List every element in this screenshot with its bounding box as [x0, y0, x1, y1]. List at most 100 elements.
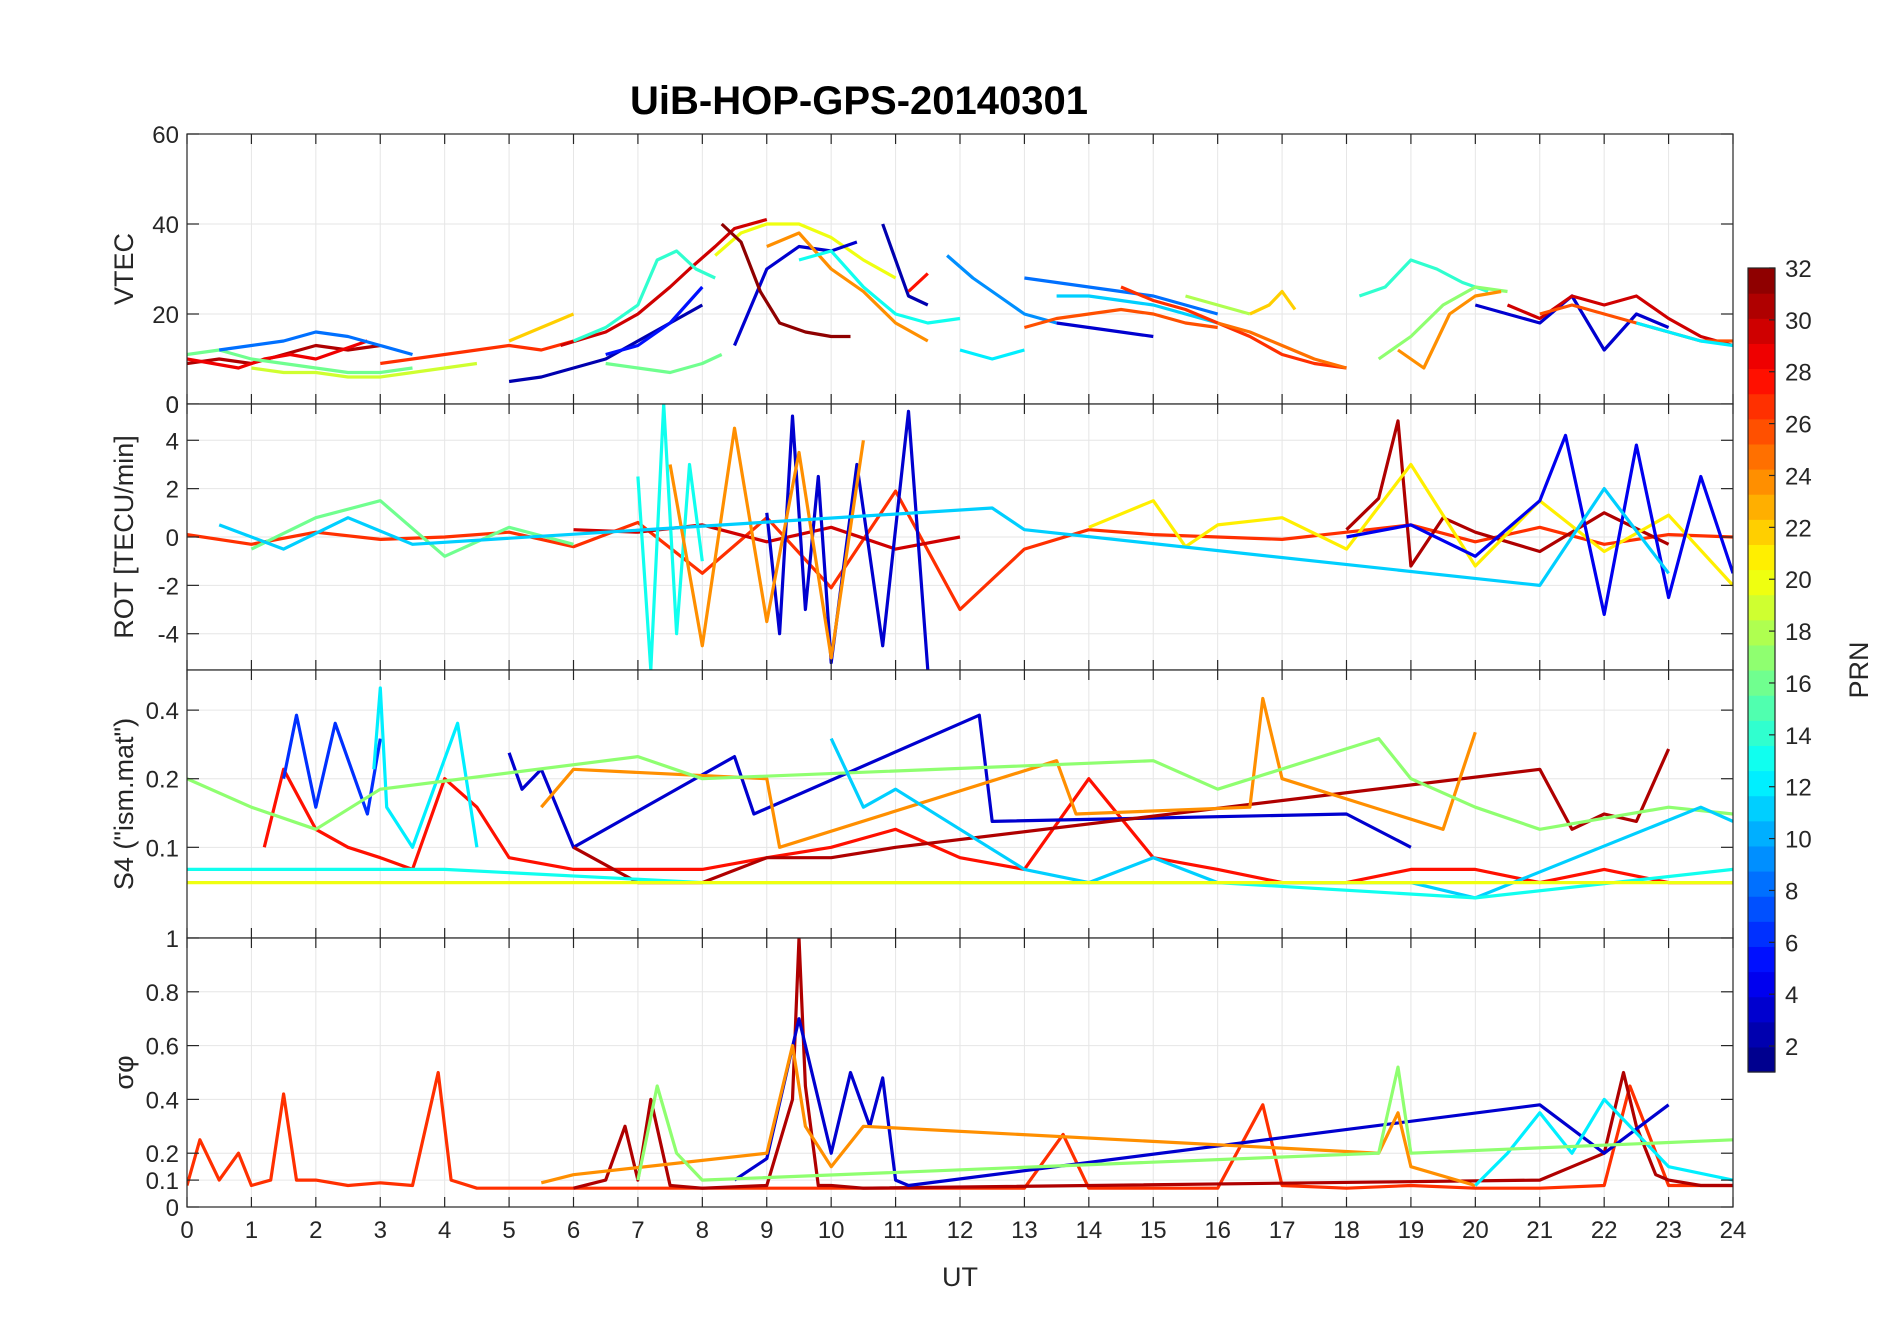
y-tick-label: 4	[166, 428, 179, 455]
chart-title: UiB-HOP-GPS-20140301	[630, 79, 1088, 123]
colorbar-segment	[1748, 443, 1775, 470]
series-line-prn-16	[605, 353, 723, 375]
series-group	[187, 404, 1733, 670]
colorbar-segment	[1748, 494, 1775, 520]
series-line-prn-28	[907, 272, 929, 293]
series-line-prn-4	[1346, 433, 1733, 616]
colorbar-segment	[1748, 695, 1775, 721]
colorbar-segment	[1748, 745, 1775, 772]
y-axis-label-sigma_phi: σφ	[109, 1055, 139, 1089]
series-group	[187, 686, 1733, 900]
colorbar-tick-label: 12	[1785, 775, 1812, 802]
colorbar-tick-label: 20	[1785, 567, 1812, 594]
series-line-prn-21	[1088, 462, 1733, 587]
y-tick-label: 0	[166, 525, 179, 552]
series-line-prn-13	[636, 404, 704, 670]
colorbar-segment	[1748, 770, 1775, 797]
series-line-prn-22	[1249, 289, 1297, 316]
x-tick-label: 11	[883, 1217, 908, 1244]
x-tick-label: 15	[1140, 1217, 1167, 1244]
series-line-prn-32	[720, 222, 851, 339]
series-line-prn-8	[218, 330, 413, 357]
series-line-prn-12	[1635, 321, 1733, 348]
series-line-prn-6	[282, 713, 382, 816]
y-tick-label: 0.4	[146, 1087, 179, 1114]
series-line-prn-11	[218, 487, 1670, 587]
colorbar-segment	[1748, 519, 1775, 545]
y-tick-label: 0.2	[146, 767, 179, 794]
series-group	[187, 938, 1733, 1190]
x-tick-label: 7	[631, 1217, 644, 1244]
x-tick-label: 24	[1720, 1217, 1747, 1244]
x-tick-label: 22	[1591, 1217, 1618, 1244]
colorbar-segment	[1748, 569, 1775, 596]
colorbar-segment	[1748, 921, 1775, 947]
colorbar-segment	[1748, 268, 1775, 294]
x-axis-label: UT	[942, 1262, 978, 1292]
y-tick-label: 0.8	[146, 980, 179, 1007]
series-line-prn-30	[573, 523, 961, 551]
colorbar-segment	[1748, 293, 1775, 319]
x-tick-label: 21	[1526, 1217, 1553, 1244]
colorbar-tick-label: 8	[1785, 878, 1798, 905]
x-tick-label: 14	[1075, 1217, 1102, 1244]
series-line-prn-19	[251, 361, 478, 379]
series-line-prn-24	[1397, 289, 1502, 370]
series-line-prn-14	[572, 249, 716, 343]
y-axis-label-vtec: VTEC	[109, 233, 139, 305]
x-tick-label: 17	[1269, 1217, 1296, 1244]
y-tick-label: 0.6	[146, 1034, 179, 1061]
colorbar-tick-label: 30	[1785, 308, 1812, 335]
y-tick-label: 60	[152, 122, 179, 149]
x-tick-label: 1	[245, 1217, 258, 1244]
y-axis-label-rot: ROT [TECU/min]	[109, 435, 139, 639]
series-line-prn-9	[946, 254, 1058, 325]
colorbar-tick-label: 4	[1785, 982, 1798, 1009]
series-line-prn-13	[798, 249, 961, 325]
y-tick-label: 1	[166, 926, 179, 953]
x-tick-label: 5	[502, 1217, 515, 1244]
y-tick-label: 0.1	[146, 835, 179, 862]
x-tick-label: 13	[1011, 1217, 1038, 1244]
y-tick-label: 0	[166, 392, 179, 419]
colorbar-segment	[1748, 946, 1775, 973]
colorbar-segment	[1748, 1021, 1775, 1048]
series-line-prn-28	[262, 767, 1733, 885]
panel-s4: 0.1 0.2 0.4 S4 ("ism.mat")	[109, 669, 1734, 939]
series-line-prn-17	[187, 737, 1733, 831]
series-line-prn-27	[187, 489, 1733, 612]
series-line-prn-8	[1024, 276, 1219, 316]
series-line-prn-16	[187, 348, 413, 375]
colorbar-tick-label: 6	[1785, 930, 1798, 957]
colorbar-tick-label: 26	[1785, 412, 1812, 439]
colorbar-segment	[1748, 996, 1775, 1023]
series-line-prn-5	[605, 285, 704, 357]
series-line-prn-3	[1056, 321, 1154, 339]
colorbar-segment	[1748, 393, 1775, 420]
colorbar-segment	[1748, 619, 1775, 646]
colorbar-segment	[1748, 871, 1775, 897]
series-line-prn-16	[250, 499, 574, 558]
x-tick-label: 12	[947, 1217, 974, 1244]
colorbar-segment	[1748, 469, 1775, 495]
colorbar-segment	[1748, 418, 1775, 445]
colorbar-segment	[1748, 720, 1775, 746]
y-tick-label: -4	[158, 622, 179, 649]
y-tick-label-top: 0	[166, 392, 179, 419]
colorbar-tick-label: 14	[1785, 723, 1812, 750]
panel-rot: -4 -2 0 2 4 0 ROT [TECU/min]	[109, 392, 1734, 671]
colorbar-segment	[1748, 971, 1775, 998]
colorbar-segment	[1748, 594, 1775, 621]
series-line-prn-17	[1377, 285, 1508, 361]
colorbar-segment	[1748, 820, 1775, 847]
colorbar-segment	[1748, 896, 1775, 922]
series-line-prn-26	[1023, 307, 1218, 330]
colorbar-frame	[1747, 267, 1776, 1073]
x-tick-label: 8	[696, 1217, 709, 1244]
y-axis-label-s4: S4 ("ism.mat")	[109, 718, 139, 890]
series-line-prn-24	[540, 696, 1477, 849]
colorbar-segment	[1748, 1046, 1775, 1073]
x-tick-label: 16	[1204, 1217, 1231, 1244]
